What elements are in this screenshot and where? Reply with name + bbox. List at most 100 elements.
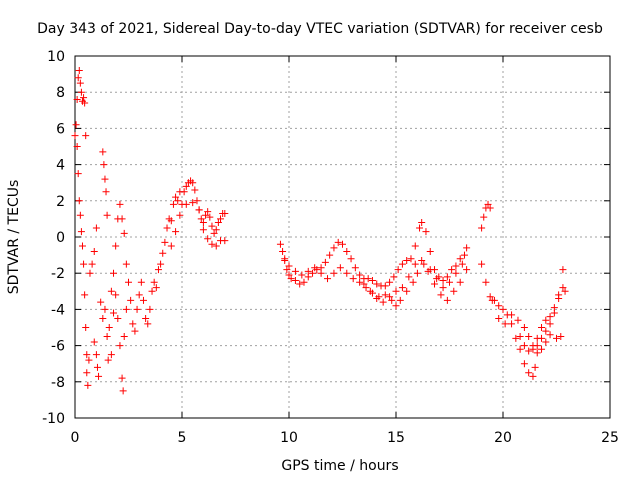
data-point	[120, 229, 128, 237]
data-point	[386, 278, 394, 286]
axis-ticks: 0 5 10 15 20 25 -10 -8 -6 -4 -2 0 2 4 6 8 10	[42, 49, 619, 446]
data-point	[529, 345, 537, 353]
data-point	[82, 132, 90, 140]
data-point	[208, 240, 216, 248]
grid-lines	[75, 56, 610, 418]
data-point	[118, 215, 126, 223]
data-point	[373, 295, 381, 303]
data-point	[546, 320, 554, 328]
data-point	[83, 369, 91, 377]
data-point	[304, 267, 312, 275]
data-point	[326, 251, 334, 259]
data-point	[276, 240, 284, 248]
data-point	[446, 278, 453, 286]
data-points	[71, 66, 569, 395]
data-point	[72, 121, 80, 129]
data-point	[80, 260, 88, 268]
data-point	[362, 284, 370, 292]
data-point	[81, 291, 89, 299]
data-point	[74, 170, 82, 178]
data-point	[482, 278, 490, 286]
data-point	[542, 338, 550, 346]
data-point	[82, 324, 90, 331]
y-tick-label: 8	[56, 85, 65, 101]
data-point	[531, 363, 539, 371]
data-point	[533, 349, 541, 357]
data-point	[533, 342, 541, 350]
data-point	[381, 291, 389, 299]
data-point	[437, 291, 445, 299]
x-axis-label: GPS time / hours	[281, 458, 398, 474]
data-point	[100, 161, 108, 169]
y-tick-label: -8	[51, 375, 65, 391]
x-tick-label: 0	[71, 430, 80, 446]
y-tick-label: -2	[51, 266, 65, 282]
data-point	[137, 278, 145, 286]
data-point	[495, 302, 503, 310]
data-point	[499, 305, 507, 313]
data-point	[161, 238, 169, 246]
x-tick-label: 25	[601, 430, 619, 446]
data-point	[418, 219, 426, 227]
data-point	[525, 347, 533, 355]
data-point	[114, 314, 122, 322]
data-point	[154, 266, 162, 274]
data-point	[546, 313, 554, 321]
data-point	[411, 260, 419, 268]
data-point	[291, 267, 299, 275]
data-point	[217, 215, 225, 223]
data-point	[381, 282, 389, 290]
data-point	[403, 257, 411, 265]
data-point	[95, 372, 103, 380]
data-point	[343, 269, 351, 277]
data-point	[456, 278, 464, 286]
data-point	[392, 302, 400, 310]
data-point	[174, 197, 182, 205]
data-point	[456, 255, 464, 263]
data-point	[396, 296, 404, 304]
data-point	[78, 242, 86, 250]
data-point	[309, 269, 317, 277]
data-point	[204, 235, 212, 243]
data-point	[486, 204, 494, 212]
y-tick-label: -6	[51, 339, 65, 355]
data-point	[508, 320, 516, 328]
data-point	[555, 291, 563, 299]
data-point	[281, 255, 289, 263]
data-point	[520, 324, 528, 331]
data-point	[559, 266, 567, 274]
data-point	[214, 219, 222, 227]
x-tick-label: 15	[387, 430, 405, 446]
data-point	[443, 273, 451, 281]
data-point	[356, 278, 364, 286]
data-point	[97, 298, 105, 306]
data-point	[167, 242, 175, 250]
x-tick-label: 5	[178, 430, 187, 446]
data-point	[75, 66, 83, 74]
data-point	[110, 269, 118, 277]
data-point	[334, 238, 342, 246]
data-point	[525, 369, 533, 377]
data-point	[74, 74, 82, 82]
data-point	[197, 215, 205, 223]
data-point	[330, 244, 338, 252]
data-point	[561, 287, 569, 295]
data-point	[559, 284, 567, 292]
data-point	[77, 228, 85, 236]
data-point	[176, 211, 184, 219]
data-point	[538, 324, 546, 331]
data-point	[76, 79, 84, 87]
data-point	[189, 199, 197, 207]
data-point	[125, 278, 132, 286]
data-point	[439, 276, 447, 284]
data-point	[107, 351, 115, 359]
data-point	[514, 316, 522, 324]
data-point	[356, 271, 364, 279]
data-point	[99, 148, 107, 156]
data-point	[394, 266, 402, 274]
data-point	[349, 275, 357, 283]
data-point	[120, 333, 128, 341]
data-point	[221, 237, 229, 245]
data-point	[542, 316, 550, 324]
